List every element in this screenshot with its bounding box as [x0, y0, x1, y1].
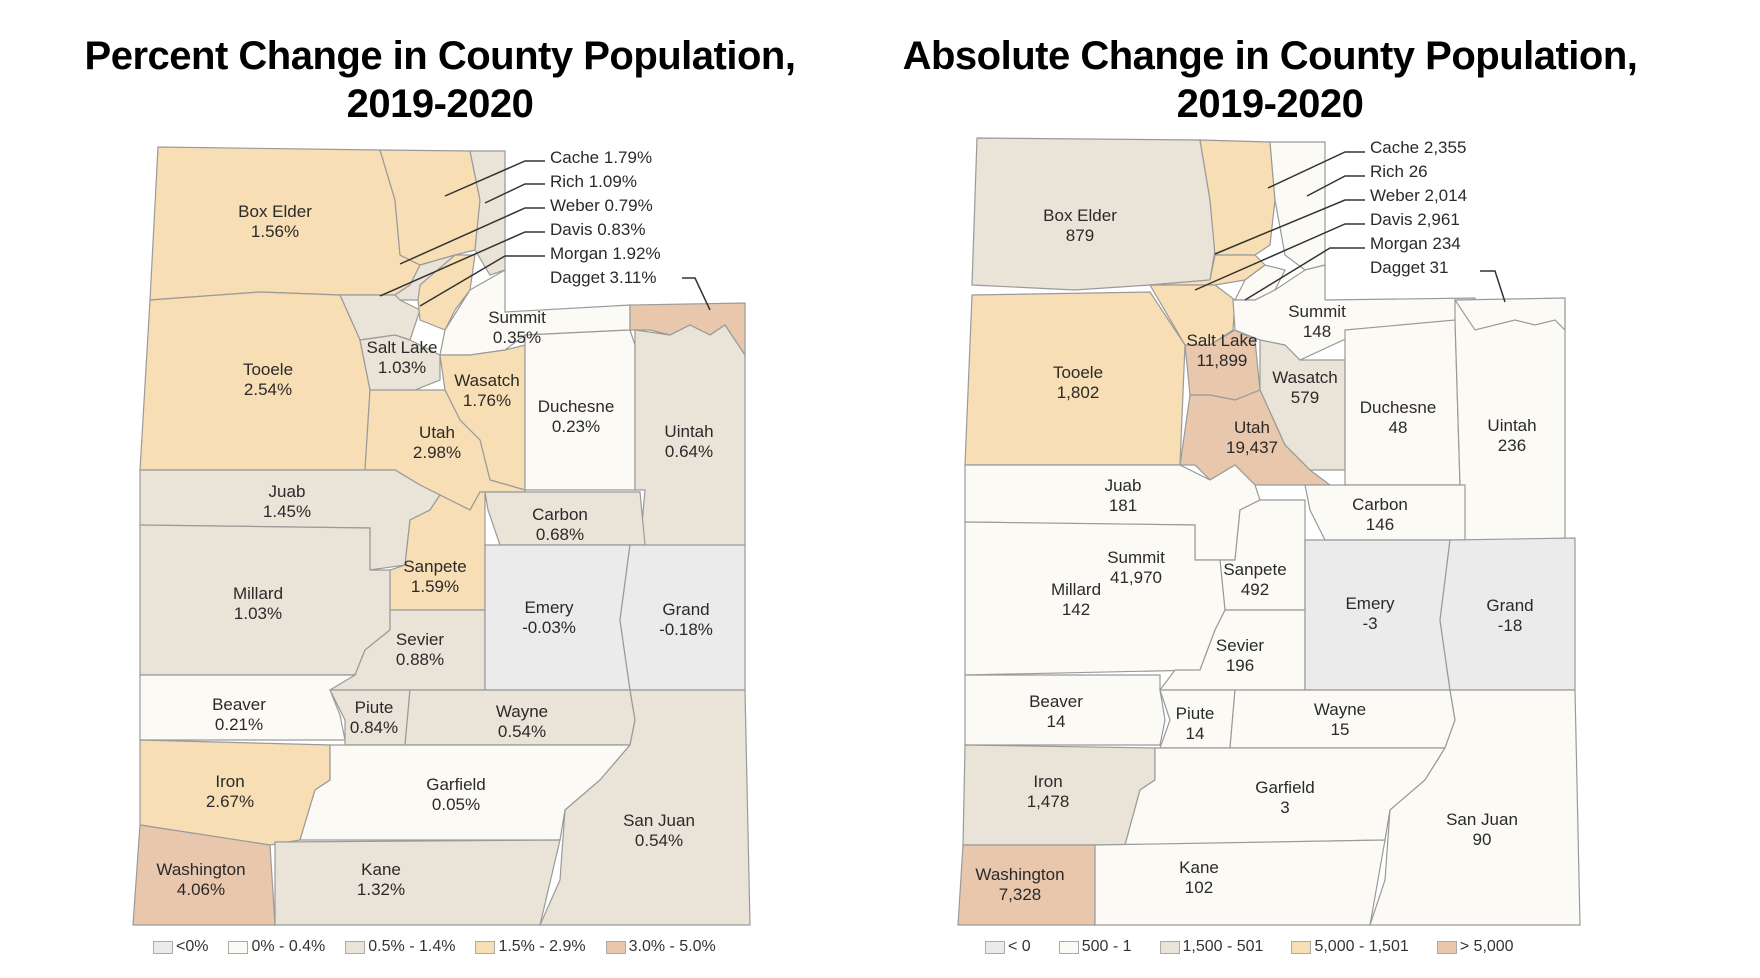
absolute-change-map: Cache 2,355 Rich 26 Weber 2,014 Davis 2,… [815, 0, 1760, 978]
legend-item: 5,000 - 1,501 [1291, 938, 1409, 956]
label-kane: Kane 1.32% [356, 860, 406, 899]
label-carbon: Carbon 146 [1352, 495, 1408, 534]
callout-weber: Weber 0.79% [550, 196, 653, 215]
label-utah: Utah 19,437 [1226, 418, 1278, 457]
callout-davis: Davis 2,961 [1370, 210, 1460, 229]
legend-item: < 0 [985, 938, 1031, 956]
label-box-elder: Box Elder 879 [1043, 206, 1117, 245]
county-kane [274, 839, 561, 926]
label-san-juan: San Juan 90 [1446, 810, 1518, 849]
label-juab: Juab 1.45% [262, 482, 312, 521]
label-sanpete: Sanpete 1.59% [403, 557, 467, 596]
callout-cache: Cache 2,355 [1370, 138, 1467, 157]
right-legend: < 0 500 - 1 1,500 - 501 5,000 - 1,501 > … [985, 938, 1534, 956]
label-garfield: Garfield 3 [1255, 778, 1315, 817]
label-sevier: Sevier 0.88% [395, 630, 445, 669]
label-wasatch: Wasatch 1.76% [454, 371, 520, 410]
callout-morgan: Morgan 234 [1370, 234, 1461, 253]
legend-item: <0% [153, 938, 208, 956]
label-wayne: Wayne 0.54% [495, 702, 549, 741]
left-legend: <0% 0% - 0.4% 0.5% - 1.4% 1.5% - 2.9% 3.… [153, 938, 736, 956]
label-uintah: Uintah 236 [1487, 416, 1537, 455]
legend-item: 0% - 0.4% [228, 938, 325, 956]
label-tooele: Tooele 1,802 [1052, 363, 1104, 402]
legend-item: 1.5% - 2.9% [475, 938, 586, 956]
county-rich [1269, 141, 1326, 271]
label-millard: Millard 1.03% [232, 584, 284, 623]
percent-change-map-shapes [132, 146, 751, 926]
absolute-change-map-shapes [957, 137, 1581, 926]
label-garfield: Garfield 0.05% [426, 775, 486, 814]
legend-item: 500 - 1 [1058, 938, 1132, 956]
label-san-juan: San Juan 0.54% [623, 811, 695, 850]
label-duchesne: Duchesne 0.23% [537, 397, 615, 436]
label-iron: Iron 1,478 [1026, 772, 1070, 811]
label-summit-2: Summit 41,970 [1107, 548, 1165, 587]
legend-item: > 5,000 [1436, 938, 1514, 956]
percent-change-map: Cache 1.79% Rich 1.09% Weber 0.79% Davis… [132, 146, 751, 926]
right-title-line1: Absolute Change in County Population, [902, 34, 1638, 78]
right-callout-lines [1194, 151, 1506, 303]
label-juab: Juab 181 [1104, 476, 1142, 515]
left-map-title: Percent Change in County Population, 201… [40, 32, 840, 128]
label-carbon: Carbon 0.68% [532, 505, 588, 544]
label-sanpete: Sanpete 492 [1223, 560, 1287, 599]
county-morgan [417, 254, 476, 331]
county-san-juan [539, 689, 751, 926]
label-beaver: Beaver 14 [1029, 692, 1083, 731]
label-kane: Kane 102 [1179, 858, 1219, 897]
label-summit: Summit 0.35% [488, 308, 546, 347]
left-callouts: Cache 1.79% Rich 1.09% Weber 0.79% Davis… [550, 146, 661, 290]
callout-cache: Cache 1.79% [550, 148, 653, 167]
label-uintah: Uintah 0.64% [664, 422, 714, 461]
label-grand: Grand -18 [1486, 596, 1534, 635]
right-title-line2: 2019-2020 [1176, 82, 1364, 126]
label-wasatch: Wasatch 579 [1272, 368, 1338, 407]
callout-davis: Davis 0.83% [550, 220, 646, 239]
county-weber [1149, 254, 1266, 286]
legend-item: 0.5% - 1.4% [345, 938, 455, 956]
label-box-elder: Box Elder 1.56% [238, 202, 312, 241]
label-beaver: Beaver 0.21% [212, 695, 266, 734]
right-callouts: Cache 2,355 Rich 26 Weber 2,014 Davis 2,… [1370, 136, 1467, 280]
label-washington: Washington 7,328 [975, 865, 1065, 904]
label-grand: Grand -0.18% [659, 600, 713, 639]
label-piute: Piute 0.84% [349, 698, 399, 737]
label-piute: Piute 14 [1175, 704, 1215, 743]
label-sevier: Sevier 196 [1215, 636, 1265, 675]
county-kane [1094, 839, 1386, 926]
callout-daggett: Dagget 31 [1370, 258, 1449, 277]
county-san-juan [1369, 689, 1581, 926]
label-tooele: Tooele 2.54% [242, 360, 294, 399]
callout-rich: Rich 26 [1370, 162, 1428, 181]
county-uintah [634, 324, 746, 548]
label-salt-lake: Salt Lake 1.03% [366, 338, 438, 377]
callout-morgan: Morgan 1.92% [550, 244, 661, 263]
legend-item: 1,500 - 501 [1159, 938, 1263, 956]
callout-daggett: Dagget 3.11% [550, 268, 657, 287]
legend-item: 3.0% - 5.0% [605, 938, 716, 956]
left-title-line2: 2019-2020 [346, 82, 534, 126]
label-summit: Summit 148 [1288, 302, 1346, 341]
label-utah: Utah 2.98% [412, 423, 462, 462]
callout-rich: Rich 1.09% [550, 172, 637, 191]
county-daggett [1453, 297, 1566, 332]
callout-weber: Weber 2,014 [1370, 186, 1468, 205]
label-iron: Iron 2.67% [205, 772, 255, 811]
right-map-title: Absolute Change in County Population, 20… [860, 32, 1680, 128]
label-washington: Washington 4.06% [156, 860, 246, 899]
label-emery: Emery -3 [1345, 594, 1395, 633]
left-callout-lines [379, 160, 711, 311]
label-millard: Millard 142 [1050, 580, 1102, 619]
left-title-line1: Percent Change in County Population, [84, 34, 796, 78]
label-emery: Emery -0.03% [522, 598, 576, 637]
label-wayne: Wayne 15 [1313, 700, 1367, 739]
label-duchesne: Duchesne 48 [1359, 398, 1437, 437]
county-tooele [964, 291, 1186, 466]
label-salt-lake: Salt Lake 11,899 [1186, 331, 1258, 370]
